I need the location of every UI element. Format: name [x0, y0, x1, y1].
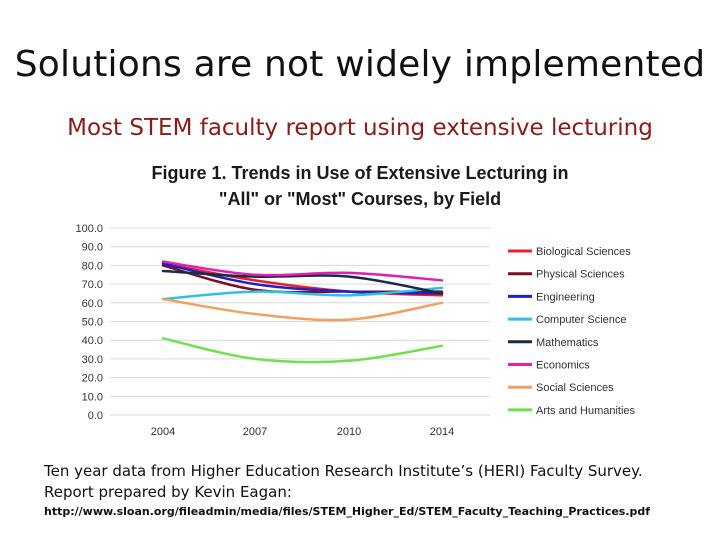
legend-label: Mathematics	[536, 337, 599, 349]
y-tick-label: 0.0	[88, 410, 103, 422]
x-tick-label: 2014	[430, 426, 454, 438]
series-line	[161, 286, 444, 301]
x-axis-ticks: 2004 2007 2010 2014	[151, 426, 454, 438]
line-chart: 0.0 10.0 20.0 30.0 40.0 50.0 60.0 70.0 80.0 90.0 1…	[75, 223, 636, 438]
y-axis-ticks: 0.0 10.0 20.0 30.0 40.0 50.0 60.0 70.0 80.0 90.0 1…	[75, 223, 103, 422]
legend-label: Biological Sciences	[536, 246, 631, 258]
legend-label: Physical Sciences	[536, 269, 625, 281]
legend-label: Social Sciences	[536, 382, 614, 394]
x-tick-label: 2004	[151, 426, 175, 438]
y-tick-label: 60.0	[82, 298, 103, 310]
chart-title: Figure 1. Trends in Use of Extensive Lec…	[110, 160, 610, 212]
x-tick-label: 2007	[243, 426, 267, 438]
y-tick-label: 20.0	[82, 373, 103, 385]
y-tick-label: 50.0	[82, 317, 103, 329]
y-tick-label: 10.0	[82, 391, 103, 403]
caption-line-1: Ten year data from Higher Education Rese…	[44, 462, 643, 480]
legend-label: Computer Science	[536, 314, 627, 326]
legend-label: Engineering	[536, 291, 595, 303]
caption: Ten year data from Higher Education Rese…	[44, 461, 643, 503]
legend-label: Arts and Humanities	[536, 405, 636, 417]
y-tick-label: 90.0	[82, 242, 103, 254]
slide-title: Solutions are not widely implemented	[14, 44, 706, 85]
chart-title-line2: "All" or "Most" Courses, by Field	[218, 189, 502, 209]
series-line	[161, 337, 444, 364]
legend: Biological Sciences Physical Sciences Engi…	[508, 246, 636, 417]
y-tick-label: 70.0	[82, 279, 103, 291]
y-tick-label: 40.0	[82, 335, 103, 347]
y-tick-label: 30.0	[82, 354, 103, 366]
grid-layer	[110, 227, 490, 416]
series-layer	[161, 260, 444, 364]
x-tick-label: 2010	[337, 426, 361, 438]
y-tick-label: 80.0	[82, 260, 103, 272]
legend-label: Economics	[536, 360, 590, 372]
caption-line-2: Report prepared by Kevin Eagan:	[44, 483, 292, 501]
series-line	[161, 297, 444, 322]
chart-title-line1: Figure 1. Trends in Use of Extensive Lec…	[151, 163, 569, 183]
series-line	[161, 260, 444, 282]
slide-subtitle: Most STEM faculty report using extensive…	[67, 115, 653, 141]
y-tick-label: 100.0	[75, 223, 103, 235]
series-line	[161, 269, 444, 295]
source-url[interactable]: http://www.sloan.org/fileadmin/media/fil…	[44, 505, 651, 518]
